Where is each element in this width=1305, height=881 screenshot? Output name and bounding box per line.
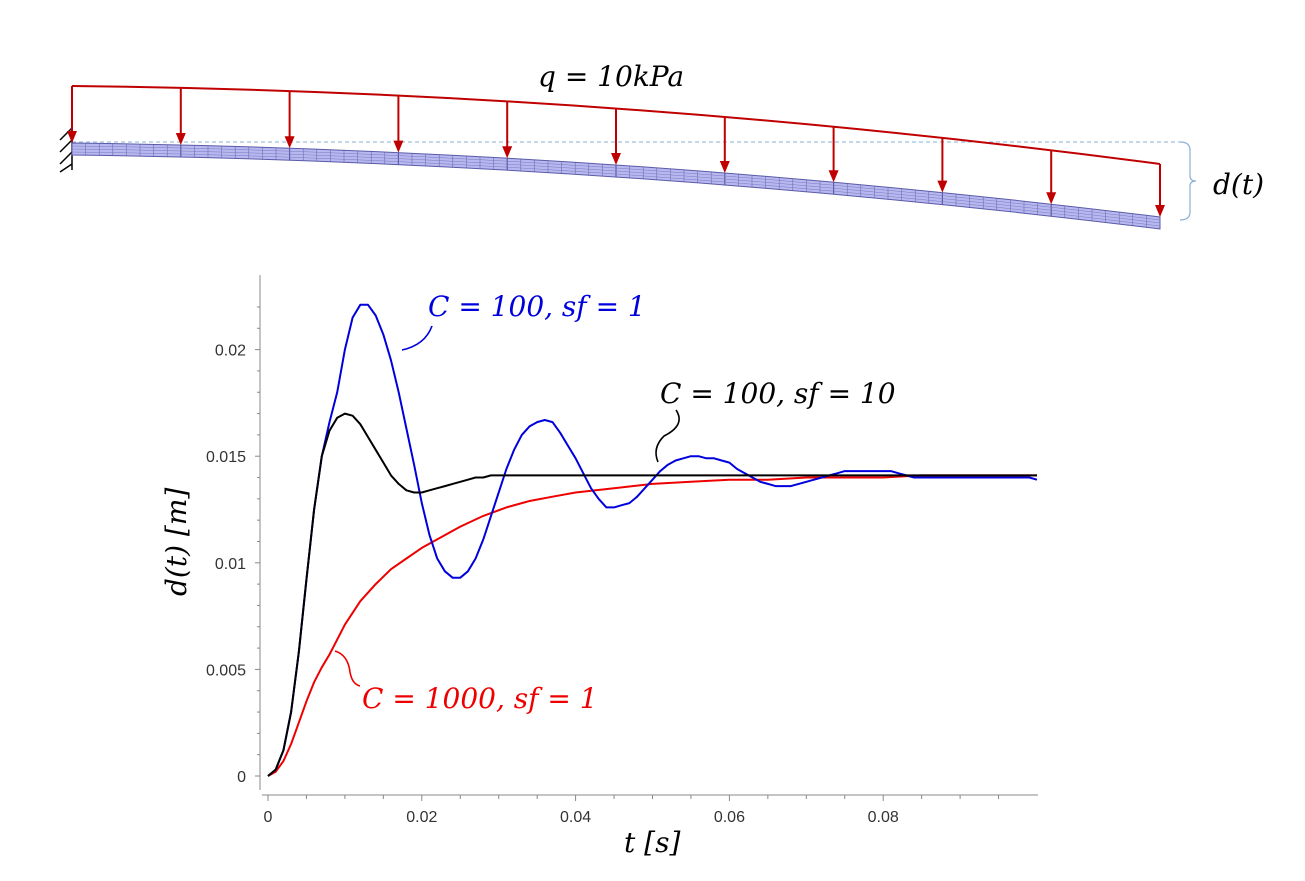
annotation-leader-blue [401, 325, 433, 351]
annotation-leader-black [655, 409, 680, 463]
load-arrow [1046, 150, 1057, 205]
series-label-black: C = 100, sf = 10 [660, 377, 896, 410]
y-tick-label: 0.005 [206, 662, 246, 679]
load-arrow [719, 116, 730, 173]
x-tick-label: 0 [264, 809, 273, 826]
chart: 0 0.005 0.01 0.015 0.02 0 0.02 0.04 0.06 0.08 t … [160, 275, 1038, 859]
x-tick-label: 0.02 [406, 809, 437, 826]
y-tick-label: 0.015 [206, 449, 246, 466]
load-arrow [67, 86, 77, 143]
x-axis-title: t [s] [624, 826, 680, 859]
y-tick-label: 0.01 [215, 556, 246, 573]
beam-mesh-layer [71, 148, 1161, 224]
load-arrow [937, 137, 948, 193]
y-tick-label: 0 [237, 769, 246, 786]
series-label-red: C = 1000, sf = 1 [362, 682, 598, 715]
series-layer [267, 303, 1038, 777]
y-ticks: 0 0.005 0.01 0.015 0.02 [206, 306, 260, 786]
load-arrow [284, 91, 295, 149]
series-label-blue: C = 100, sf = 1 [428, 290, 646, 323]
load-arrow [502, 101, 513, 159]
deflection-label: d(t) [1213, 168, 1264, 201]
load-arrow [175, 87, 186, 145]
load-arrows [67, 86, 1165, 217]
load-arrow [1155, 164, 1165, 217]
x-ticks: 0 0.02 0.04 0.06 0.08 [264, 795, 1000, 826]
x-tick-label: 0.04 [560, 809, 591, 826]
series-line-2 [267, 474, 1037, 777]
x-tick-label: 0.06 [714, 809, 745, 826]
deflection-brace [1179, 141, 1197, 221]
annotation-leader-red [334, 650, 361, 687]
x-tick-label: 0.08 [868, 809, 899, 826]
series-line-1 [267, 412, 1037, 777]
y-tick-label: 0.02 [215, 343, 246, 360]
beam-mesh-layer [71, 151, 1161, 227]
load-arrow [611, 108, 621, 165]
load-arrow [828, 126, 839, 183]
load-arrow [393, 95, 404, 153]
beam-mesh [71, 143, 1161, 228]
beam-mesh-layer [71, 145, 1161, 221]
load-label: q = 10kPa [538, 60, 684, 93]
beam-diagram: q = 10kPa d(t) [59, 60, 1264, 230]
y-axis-title: d(t) [m] [160, 488, 193, 596]
